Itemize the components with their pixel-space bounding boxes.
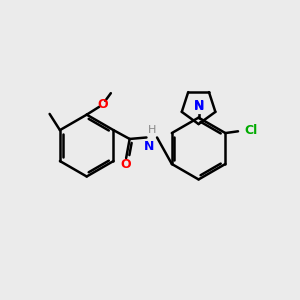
Text: H: H bbox=[148, 125, 156, 135]
Text: O: O bbox=[121, 158, 131, 171]
Text: N: N bbox=[194, 99, 204, 112]
Text: N: N bbox=[144, 140, 154, 153]
Text: N: N bbox=[194, 100, 204, 113]
Text: O: O bbox=[98, 98, 108, 111]
Text: Cl: Cl bbox=[244, 124, 258, 136]
